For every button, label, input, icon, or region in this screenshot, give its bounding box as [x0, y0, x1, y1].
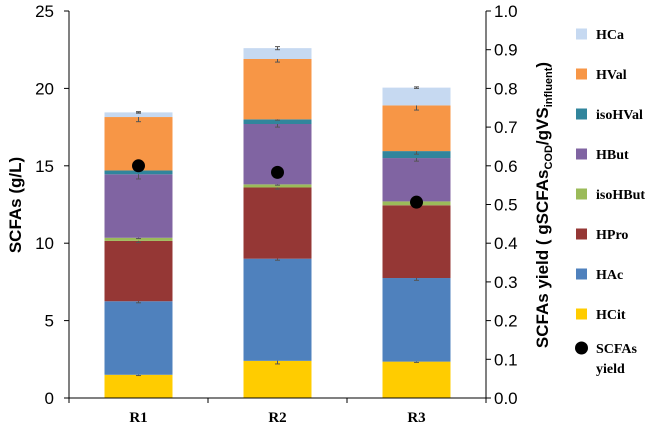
- legend-label-hpro: HPro: [596, 228, 628, 243]
- bar-hca-r3: [382, 87, 451, 106]
- left-tick-label: 20: [35, 79, 54, 98]
- bar-hcit-r1: [104, 374, 173, 398]
- x-axis-ticks: R1 R2 R3: [68, 398, 487, 426]
- legend-label-hac: HAc: [596, 268, 623, 283]
- yield-point-r2: [271, 165, 284, 179]
- bar-isohval-r1: [104, 170, 173, 175]
- left-tick-label: 5: [45, 312, 54, 331]
- bar-hca-r1: [104, 112, 173, 118]
- bar-isohbut-r2: [243, 184, 312, 188]
- x-tick-label-r3: R3: [407, 410, 425, 426]
- legend-swatch-hcit: [576, 308, 587, 320]
- x-tick-label-r2: R2: [268, 410, 286, 426]
- left-tick-label: 0: [45, 389, 54, 408]
- yield-point-r3: [410, 195, 423, 209]
- right-tick-label: 0.6: [494, 157, 518, 176]
- legend-label-scfas-yield-line2: yield: [596, 362, 625, 377]
- bar-hpro-r1: [104, 240, 173, 302]
- legend-label-hca: HCa: [596, 28, 624, 43]
- legend-label-isohbut: isoHBut: [596, 188, 645, 203]
- bar-isohbut-r1: [104, 237, 173, 241]
- right-y-axis-label: SCFAs yield ( gSCFAsCOD/gVSinfluent): [533, 62, 555, 348]
- bar-hcit-r3: [382, 361, 451, 398]
- right-y-axis-label-sub2: influent: [543, 67, 555, 107]
- right-tick-label: 0.9: [494, 41, 518, 60]
- yield-point-r1: [132, 159, 145, 173]
- bar-hbut-r3: [382, 158, 451, 202]
- bar-hac-r2: [243, 258, 312, 361]
- legend-label-hcit: HCit: [596, 308, 626, 323]
- right-tick-label: 1.0: [494, 2, 518, 21]
- right-y-axis-label-sub1: COD: [543, 145, 555, 170]
- right-tick-label: 0.8: [494, 79, 518, 98]
- bar-hbut-r1: [104, 174, 173, 238]
- legend-swatch-hca: [576, 28, 587, 40]
- x-tick-label-r1: R1: [129, 410, 147, 426]
- bar-hac-r1: [104, 301, 173, 375]
- right-y-axis-label-end: ): [533, 62, 552, 68]
- legend-swatch-hac: [576, 268, 587, 280]
- right-y-axis-label-base: SCFAs yield ( gSCFAs: [533, 170, 552, 349]
- legend: HCa HVal isoHVal HBut isoHBut HPro HAc HCit SCFA…: [575, 28, 645, 377]
- legend-label-hval: HVal: [596, 68, 627, 83]
- legend-swatch-hpro: [576, 228, 587, 240]
- bar-hval-r2: [243, 58, 312, 120]
- right-tick-label: 0.7: [494, 118, 518, 137]
- bar-hpro-r2: [243, 187, 312, 259]
- plot-area: [104, 46, 451, 398]
- bar-hpro-r3: [382, 205, 451, 279]
- legend-swatch-isohval: [576, 108, 587, 120]
- legend-label-isohval: isoHVal: [596, 108, 643, 123]
- legend-swatch-hval: [576, 68, 587, 80]
- legend-swatch-isohbut: [576, 188, 587, 200]
- left-y-axis-ticks: 0 5 10 15 20 25: [35, 2, 69, 408]
- right-y-axis-label-mid: /gVS: [533, 107, 552, 145]
- right-tick-label: 0.0: [494, 389, 518, 408]
- legend-label-hbut: HBut: [596, 148, 629, 163]
- legend-swatch-hbut: [576, 148, 587, 160]
- right-tick-label: 0.5: [494, 196, 518, 215]
- right-tick-label: 0.2: [494, 312, 518, 331]
- legend-marker-scfas-yield: [575, 341, 588, 355]
- right-y-axis-ticks: 0.0 0.1 0.2 0.3 0.4 0.5 0.6 0.7 0.8 0.9 1.0: [486, 2, 518, 408]
- bar-hca-r2: [243, 48, 312, 59]
- bar-isohval-r2: [243, 119, 312, 125]
- bar-hac-r3: [382, 278, 451, 362]
- right-tick-label: 0.1: [494, 350, 518, 369]
- left-tick-label: 10: [35, 234, 54, 253]
- right-tick-label: 0.4: [494, 234, 518, 253]
- bar-hcit-r2: [243, 360, 312, 398]
- left-tick-label: 15: [35, 157, 54, 176]
- left-y-axis-label: SCFAs (g/L): [6, 157, 25, 253]
- right-tick-label: 0.3: [494, 273, 518, 292]
- legend-label-scfas-yield-line1: SCFAs: [596, 342, 638, 357]
- left-tick-label: 25: [35, 2, 54, 21]
- bar-hval-r3: [382, 105, 451, 152]
